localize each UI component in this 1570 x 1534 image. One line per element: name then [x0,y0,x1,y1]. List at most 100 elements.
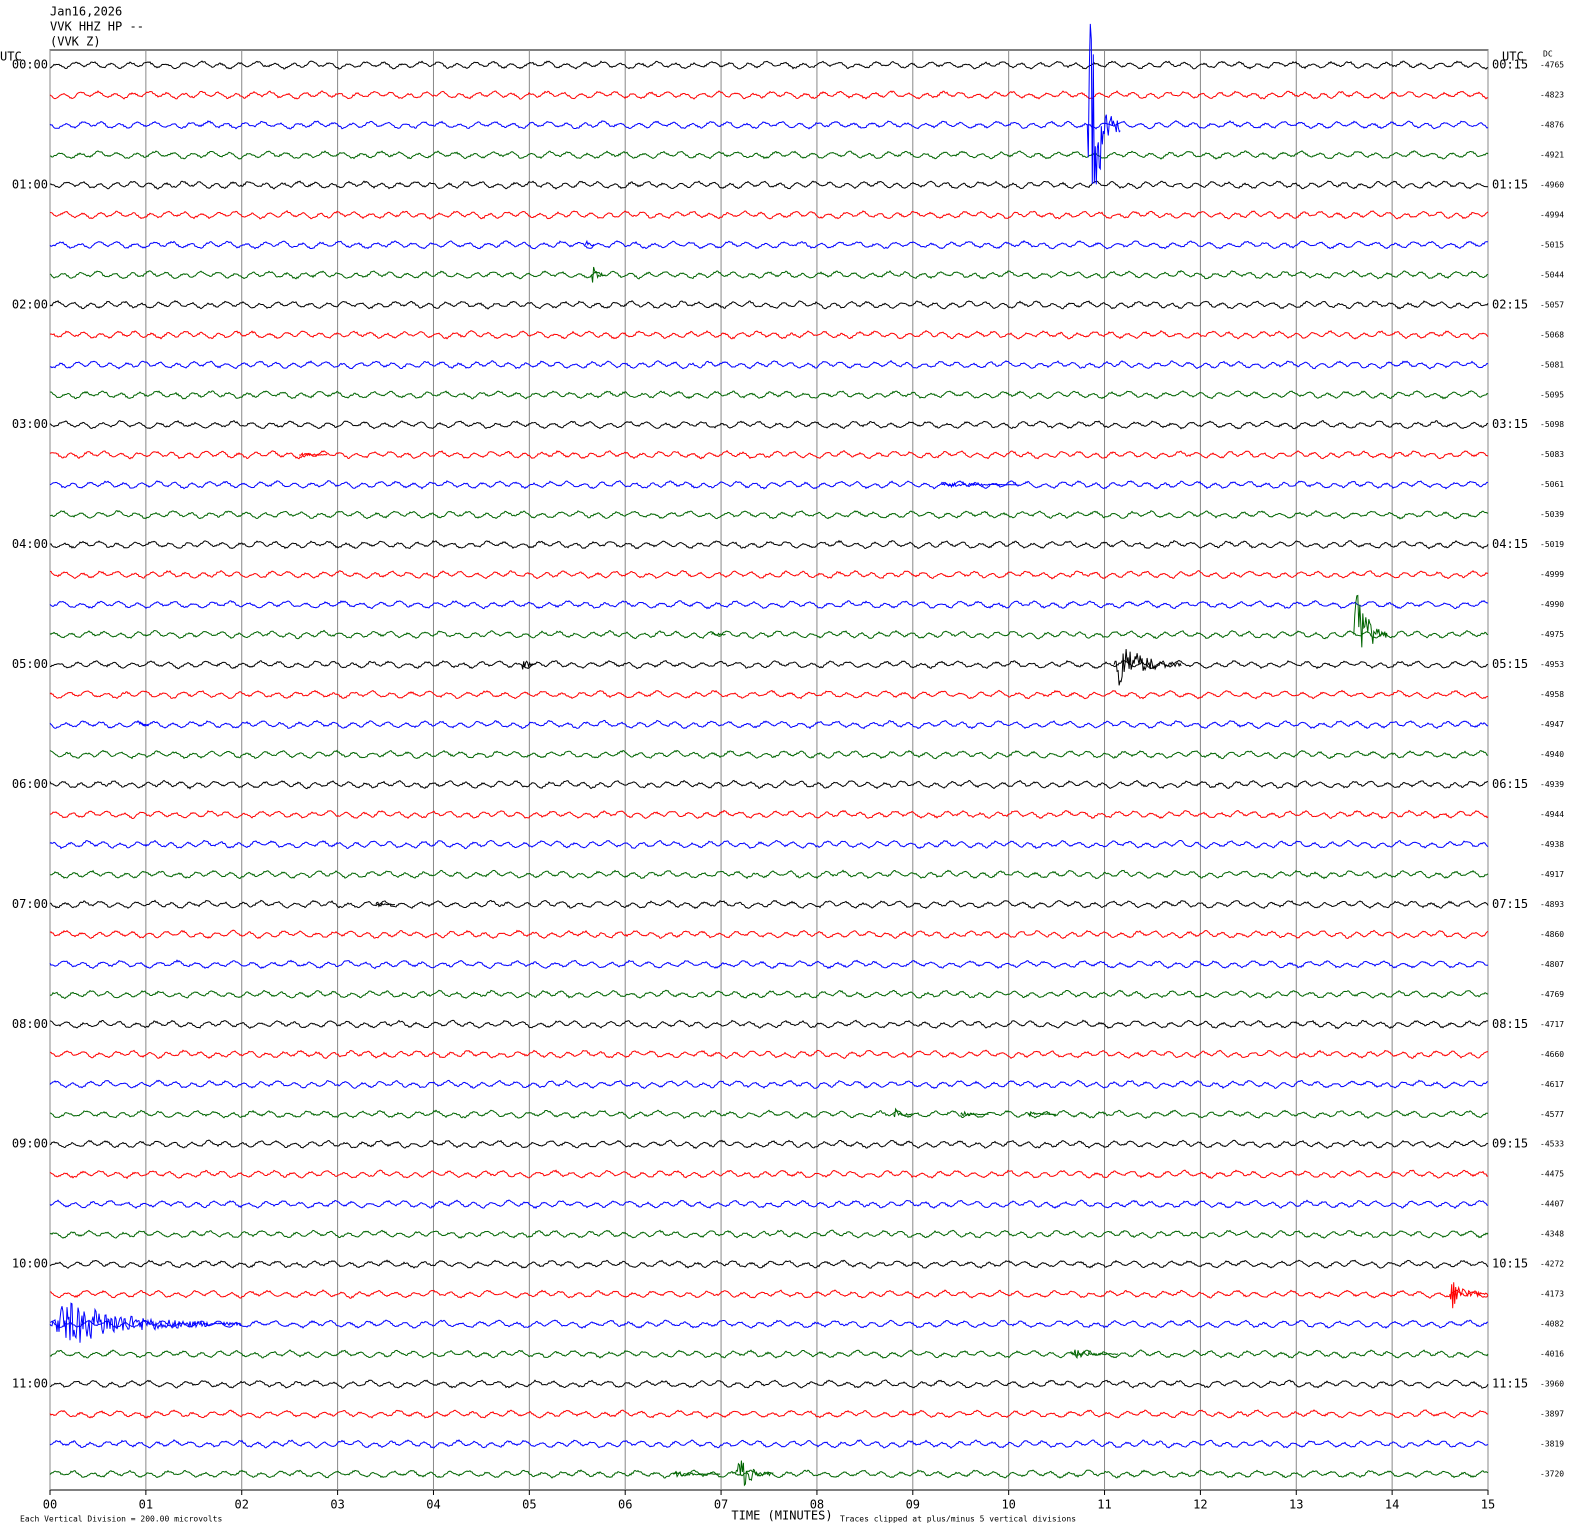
seismic-event [138,721,149,727]
footer-clip: Traces clipped at plus/minus 5 vertical … [840,1515,1076,1524]
seismic-event [299,452,328,458]
dc-value: -3720 [1540,1470,1564,1479]
x-axis-label: TIME (MINUTES) [731,1509,832,1523]
seismic-event [711,632,726,636]
dc-value: -4958 [1540,690,1564,699]
dc-value: -4533 [1540,1140,1564,1149]
dc-value: -4960 [1540,180,1564,189]
dc-value: -5015 [1540,240,1564,249]
trace [49,1259,1489,1269]
dc-value: -4577 [1540,1110,1564,1119]
left-axis-label: UTC [0,50,22,64]
trace [49,659,1489,670]
time-label-right: 03:15 [1492,417,1528,431]
header-date: Jan16,2026 [50,5,122,19]
seismic-event [960,1110,989,1117]
trace [49,299,1489,310]
x-tick-label: 11 [1097,1498,1111,1512]
seismic-event [1449,1282,1489,1309]
dc-label: DC [1543,50,1553,59]
trace [49,1139,1489,1150]
trace [49,1169,1489,1180]
trace [49,1049,1488,1059]
dc-value: -5044 [1540,270,1564,279]
trace [49,1199,1489,1210]
dc-value: -3819 [1540,1440,1564,1449]
time-label-right: 11:15 [1492,1377,1528,1391]
trace [49,599,1489,610]
dc-value: -4944 [1540,810,1564,819]
dc-value: -5098 [1540,420,1564,429]
x-tick-label: 04 [426,1498,440,1512]
time-label-right: 09:15 [1492,1137,1528,1151]
trace [49,899,1489,910]
trace [49,1469,1489,1479]
trace [49,1229,1489,1239]
trace [49,779,1488,790]
header-station: VVK HHZ HP -- [50,20,144,34]
dc-value: -4994 [1540,210,1564,219]
time-label-right: 05:15 [1492,657,1528,671]
time-label-left: 11:00 [12,1377,48,1391]
right-axis-label: UTC [1502,50,1524,64]
time-label-left: 00:00 [12,58,48,72]
dc-value: -4016 [1540,1350,1564,1359]
seismic-event [1027,1110,1056,1118]
trace [49,989,1489,1000]
trace [49,1079,1489,1090]
dc-value: -5068 [1540,330,1564,339]
dc-value: -5083 [1540,450,1564,459]
x-tick-label: 07 [714,1498,728,1512]
dc-value: -4917 [1540,870,1564,879]
dc-value: -4807 [1540,960,1564,969]
x-tick-label: 14 [1385,1498,1399,1512]
dc-value: -4947 [1540,720,1564,729]
time-label-left: 10:00 [12,1257,48,1271]
trace [49,839,1489,850]
dc-value: -5095 [1540,390,1564,399]
dc-value: -4717 [1540,1020,1564,1029]
seismic-event [734,1460,774,1487]
trace [49,180,1489,190]
time-label-right: 06:15 [1492,777,1528,791]
trace [49,269,1489,280]
seismic-event [375,901,395,908]
dc-value: -4990 [1540,600,1564,609]
trace [49,1439,1489,1449]
trace [49,570,1489,580]
dc-value: -4765 [1540,61,1564,70]
time-label-left: 09:00 [12,1137,48,1151]
seismic-event [893,1107,913,1118]
x-tick-label: 05 [522,1498,536,1512]
time-label-right: 07:15 [1492,897,1528,911]
x-tick-label: 08 [810,1498,824,1512]
x-tick-label: 06 [618,1498,632,1512]
x-tick-label: 02 [235,1498,249,1512]
seismic-event [521,660,536,670]
trace [49,719,1489,730]
x-tick-label: 01 [139,1498,153,1512]
x-tick-label: 00 [43,1498,57,1512]
trace [49,1289,1489,1299]
dc-value: -5039 [1540,510,1564,519]
dc-value: -3960 [1540,1380,1564,1389]
trace [49,1319,1489,1329]
dc-value: -5061 [1540,480,1564,489]
seismic-event [673,1471,721,1478]
time-label-right: 10:15 [1492,1257,1528,1271]
time-label-left: 06:00 [12,777,48,791]
seismic-event [941,481,1018,489]
time-label-left: 02:00 [12,297,48,311]
footer-scale: Each Vertical Division = 200.00 microvol… [20,1515,222,1524]
trace [49,480,1489,490]
dc-value: -4938 [1540,840,1564,849]
header-channel: (VVK Z) [50,35,101,49]
trace [49,509,1489,520]
dc-value: -4860 [1540,930,1564,939]
time-label-left: 03:00 [12,417,48,431]
seismic-event [1353,594,1388,648]
time-label-left: 05:00 [12,657,48,671]
dc-value: -4348 [1540,1230,1564,1239]
dc-value: -4407 [1540,1200,1564,1209]
